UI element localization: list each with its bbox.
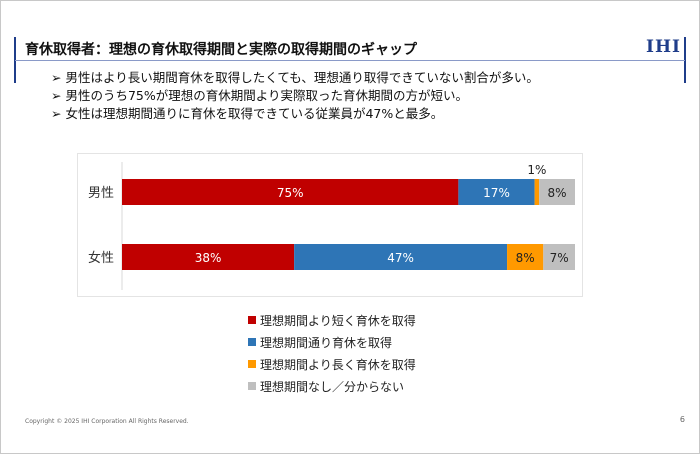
bullet-list: 男性はより長い期間育休を取得したくても、理想通り取得できていない割合が多い。 男… [51, 69, 539, 123]
bar-segment [458, 179, 535, 205]
bullet-item: 男性のうち75%が理想の育休期間より実際取った育休期間の方が短い。 [51, 87, 539, 105]
bar-segment [507, 244, 544, 270]
legend-swatch [248, 316, 256, 324]
page-number: 6 [679, 415, 685, 424]
data-label: 17% [483, 186, 510, 200]
bar-segment [122, 179, 459, 205]
legend-swatch [248, 382, 256, 390]
legend-swatch [248, 338, 256, 346]
bar-segment [539, 179, 575, 205]
bar-segment [122, 244, 295, 270]
legend-label: 理想期間より短く育休を取得 [260, 313, 416, 328]
bar-segment [543, 244, 575, 270]
title-divider [15, 60, 685, 61]
data-label: 8% [548, 186, 567, 200]
bullet-item: 女性は理想期間通りに育休を取得できている従業員が47%と最多。 [51, 105, 539, 123]
legend-item: 理想期間通り育休を取得 [248, 331, 416, 353]
data-label: 1% [527, 163, 546, 177]
chart-area: 男性 75% 17% 1% 8% 女性 38% 47% 8% 7% [77, 153, 583, 297]
legend: 理想期間より短く育休を取得 理想期間通り育休を取得理想期間より長く育休を取得 理想期… [248, 309, 416, 397]
data-label: 7% [550, 251, 569, 265]
legend-item: 理想期間なし／分からない [248, 375, 416, 397]
legend-label: 理想期間通り育休を取得 [260, 335, 393, 350]
stacked-bar-chart: 男性 75% 17%1%8%女性 38% 47% 8% 7% [88, 162, 575, 290]
bullet-item: 男性はより長い期間育休を取得したくても、理想通り取得できていない割合が多い。 [51, 69, 538, 87]
legend-item: 理想期間より短く育休を取得 [248, 309, 416, 331]
data-label: 75% [277, 186, 304, 200]
legend-label: 理想期間なし／分からない [260, 379, 405, 394]
title-accent-right [684, 37, 686, 83]
data-label: 8% [516, 251, 535, 265]
legend-label: 理想期間より長く育休を取得 [260, 357, 416, 372]
slide-title: 育休取得者：理想の育休取得期間と実際の取得期間のギャップ [25, 42, 417, 58]
data-label: 47% [387, 251, 414, 265]
bar-segment [534, 179, 540, 205]
copyright: Copyright © 2025 IHI Corporation All Rig… [25, 418, 189, 425]
legend-item: 理想期間より長く育休を取得 [248, 353, 416, 375]
category-label: 女性 [88, 250, 114, 266]
ihi-logo: IHI [646, 37, 681, 57]
bar-segment [294, 244, 508, 270]
legend-swatch [248, 360, 256, 368]
data-label: 38% [195, 251, 222, 265]
category-label: 男性 [88, 186, 114, 201]
